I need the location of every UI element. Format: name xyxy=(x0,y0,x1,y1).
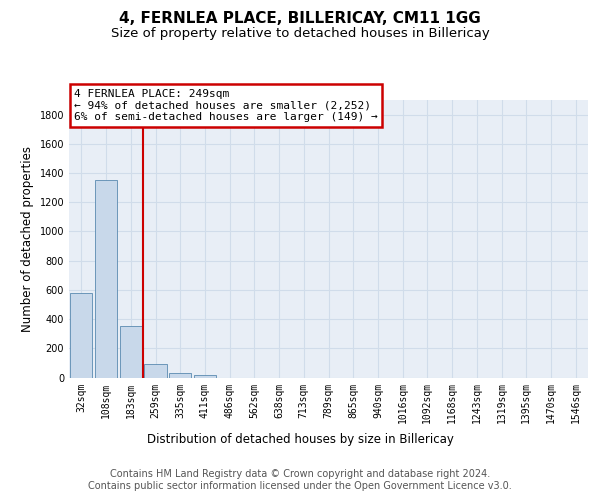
Text: Size of property relative to detached houses in Billericay: Size of property relative to detached ho… xyxy=(110,28,490,40)
Text: Distribution of detached houses by size in Billericay: Distribution of detached houses by size … xyxy=(146,432,454,446)
Bar xyxy=(95,180,117,378)
Bar xyxy=(169,373,191,378)
Text: 4 FERNLEA PLACE: 249sqm
← 94% of detached houses are smaller (2,252)
6% of semi-: 4 FERNLEA PLACE: 249sqm ← 94% of detache… xyxy=(74,89,378,122)
Y-axis label: Number of detached properties: Number of detached properties xyxy=(21,146,34,332)
Text: Contains public sector information licensed under the Open Government Licence v3: Contains public sector information licen… xyxy=(88,481,512,491)
Bar xyxy=(145,364,167,378)
Text: 4, FERNLEA PLACE, BILLERICAY, CM11 1GG: 4, FERNLEA PLACE, BILLERICAY, CM11 1GG xyxy=(119,11,481,26)
Bar xyxy=(194,374,216,378)
Bar xyxy=(70,293,92,378)
Bar xyxy=(119,326,142,378)
Text: Contains HM Land Registry data © Crown copyright and database right 2024.: Contains HM Land Registry data © Crown c… xyxy=(110,469,490,479)
